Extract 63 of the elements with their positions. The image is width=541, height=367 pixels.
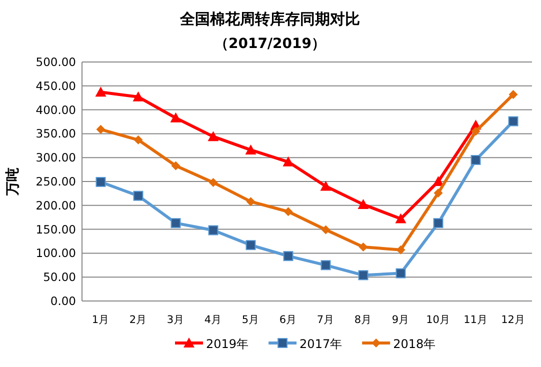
point	[396, 268, 406, 278]
point	[246, 197, 256, 206]
point	[320, 180, 332, 191]
point	[96, 124, 106, 134]
x-tick-label: 5月	[242, 314, 260, 326]
chart-subtitle: （2017/2019）	[214, 36, 326, 52]
x-tick-label: 3月	[166, 314, 185, 326]
x-tick-label: 6月	[279, 314, 298, 326]
point	[133, 190, 144, 201]
point	[246, 240, 256, 250]
legend-label: 2019年	[206, 337, 249, 351]
point	[134, 135, 143, 144]
point	[170, 112, 182, 122]
x-tick-label: 8月	[354, 314, 372, 326]
legend-label: 2017年	[300, 337, 342, 351]
point	[283, 251, 294, 262]
y-tick-label: 450.00	[36, 78, 76, 93]
point	[132, 91, 144, 102]
y-tick-label: 400.00	[36, 102, 76, 117]
point	[470, 154, 481, 165]
x-tick-label: 12月	[501, 314, 526, 326]
x-tick-label: 10月	[426, 314, 450, 326]
x-tick-label: 1月	[92, 314, 110, 326]
point	[320, 260, 331, 270]
point	[508, 116, 518, 126]
legend-label: 2018年	[393, 337, 436, 351]
point	[433, 218, 444, 228]
point	[432, 176, 444, 186]
point	[358, 270, 368, 280]
point	[208, 225, 218, 236]
y-tick-label: 350.00	[36, 126, 76, 141]
x-tick-label: 2月	[129, 314, 148, 326]
point	[208, 131, 219, 142]
point	[396, 245, 406, 254]
y-tick-label: 100.00	[36, 246, 76, 260]
x-tick-label: 11月	[464, 314, 488, 326]
y-tick-label: 200.00	[36, 198, 76, 212]
point	[245, 144, 256, 154]
point	[321, 225, 330, 234]
x-tick-label: 4月	[204, 314, 222, 326]
point	[508, 90, 518, 100]
point	[434, 188, 443, 198]
point	[284, 207, 293, 216]
x-tick-label: 9月	[392, 314, 410, 326]
y-tick-label: 300.00	[36, 150, 76, 165]
point	[358, 242, 368, 252]
chart-title: 全国棉花周转库存同期对比	[179, 10, 360, 28]
point	[282, 156, 294, 166]
y-tick-label: 50.00	[43, 270, 76, 284]
x-tick-label: 7月	[316, 314, 335, 326]
point	[471, 126, 480, 136]
point	[171, 161, 180, 170]
point	[395, 213, 406, 224]
point	[95, 86, 106, 97]
point	[358, 198, 369, 209]
y-tick-label: 250.00	[36, 174, 76, 188]
y-tick-label: 150.00	[36, 222, 76, 236]
point	[96, 176, 106, 187]
point	[208, 178, 218, 187]
y-tick-label: 0.00	[50, 294, 76, 308]
point	[170, 218, 181, 228]
y-axis-title: 万吨	[5, 168, 21, 196]
y-tick-label: 500.00	[36, 55, 76, 69]
